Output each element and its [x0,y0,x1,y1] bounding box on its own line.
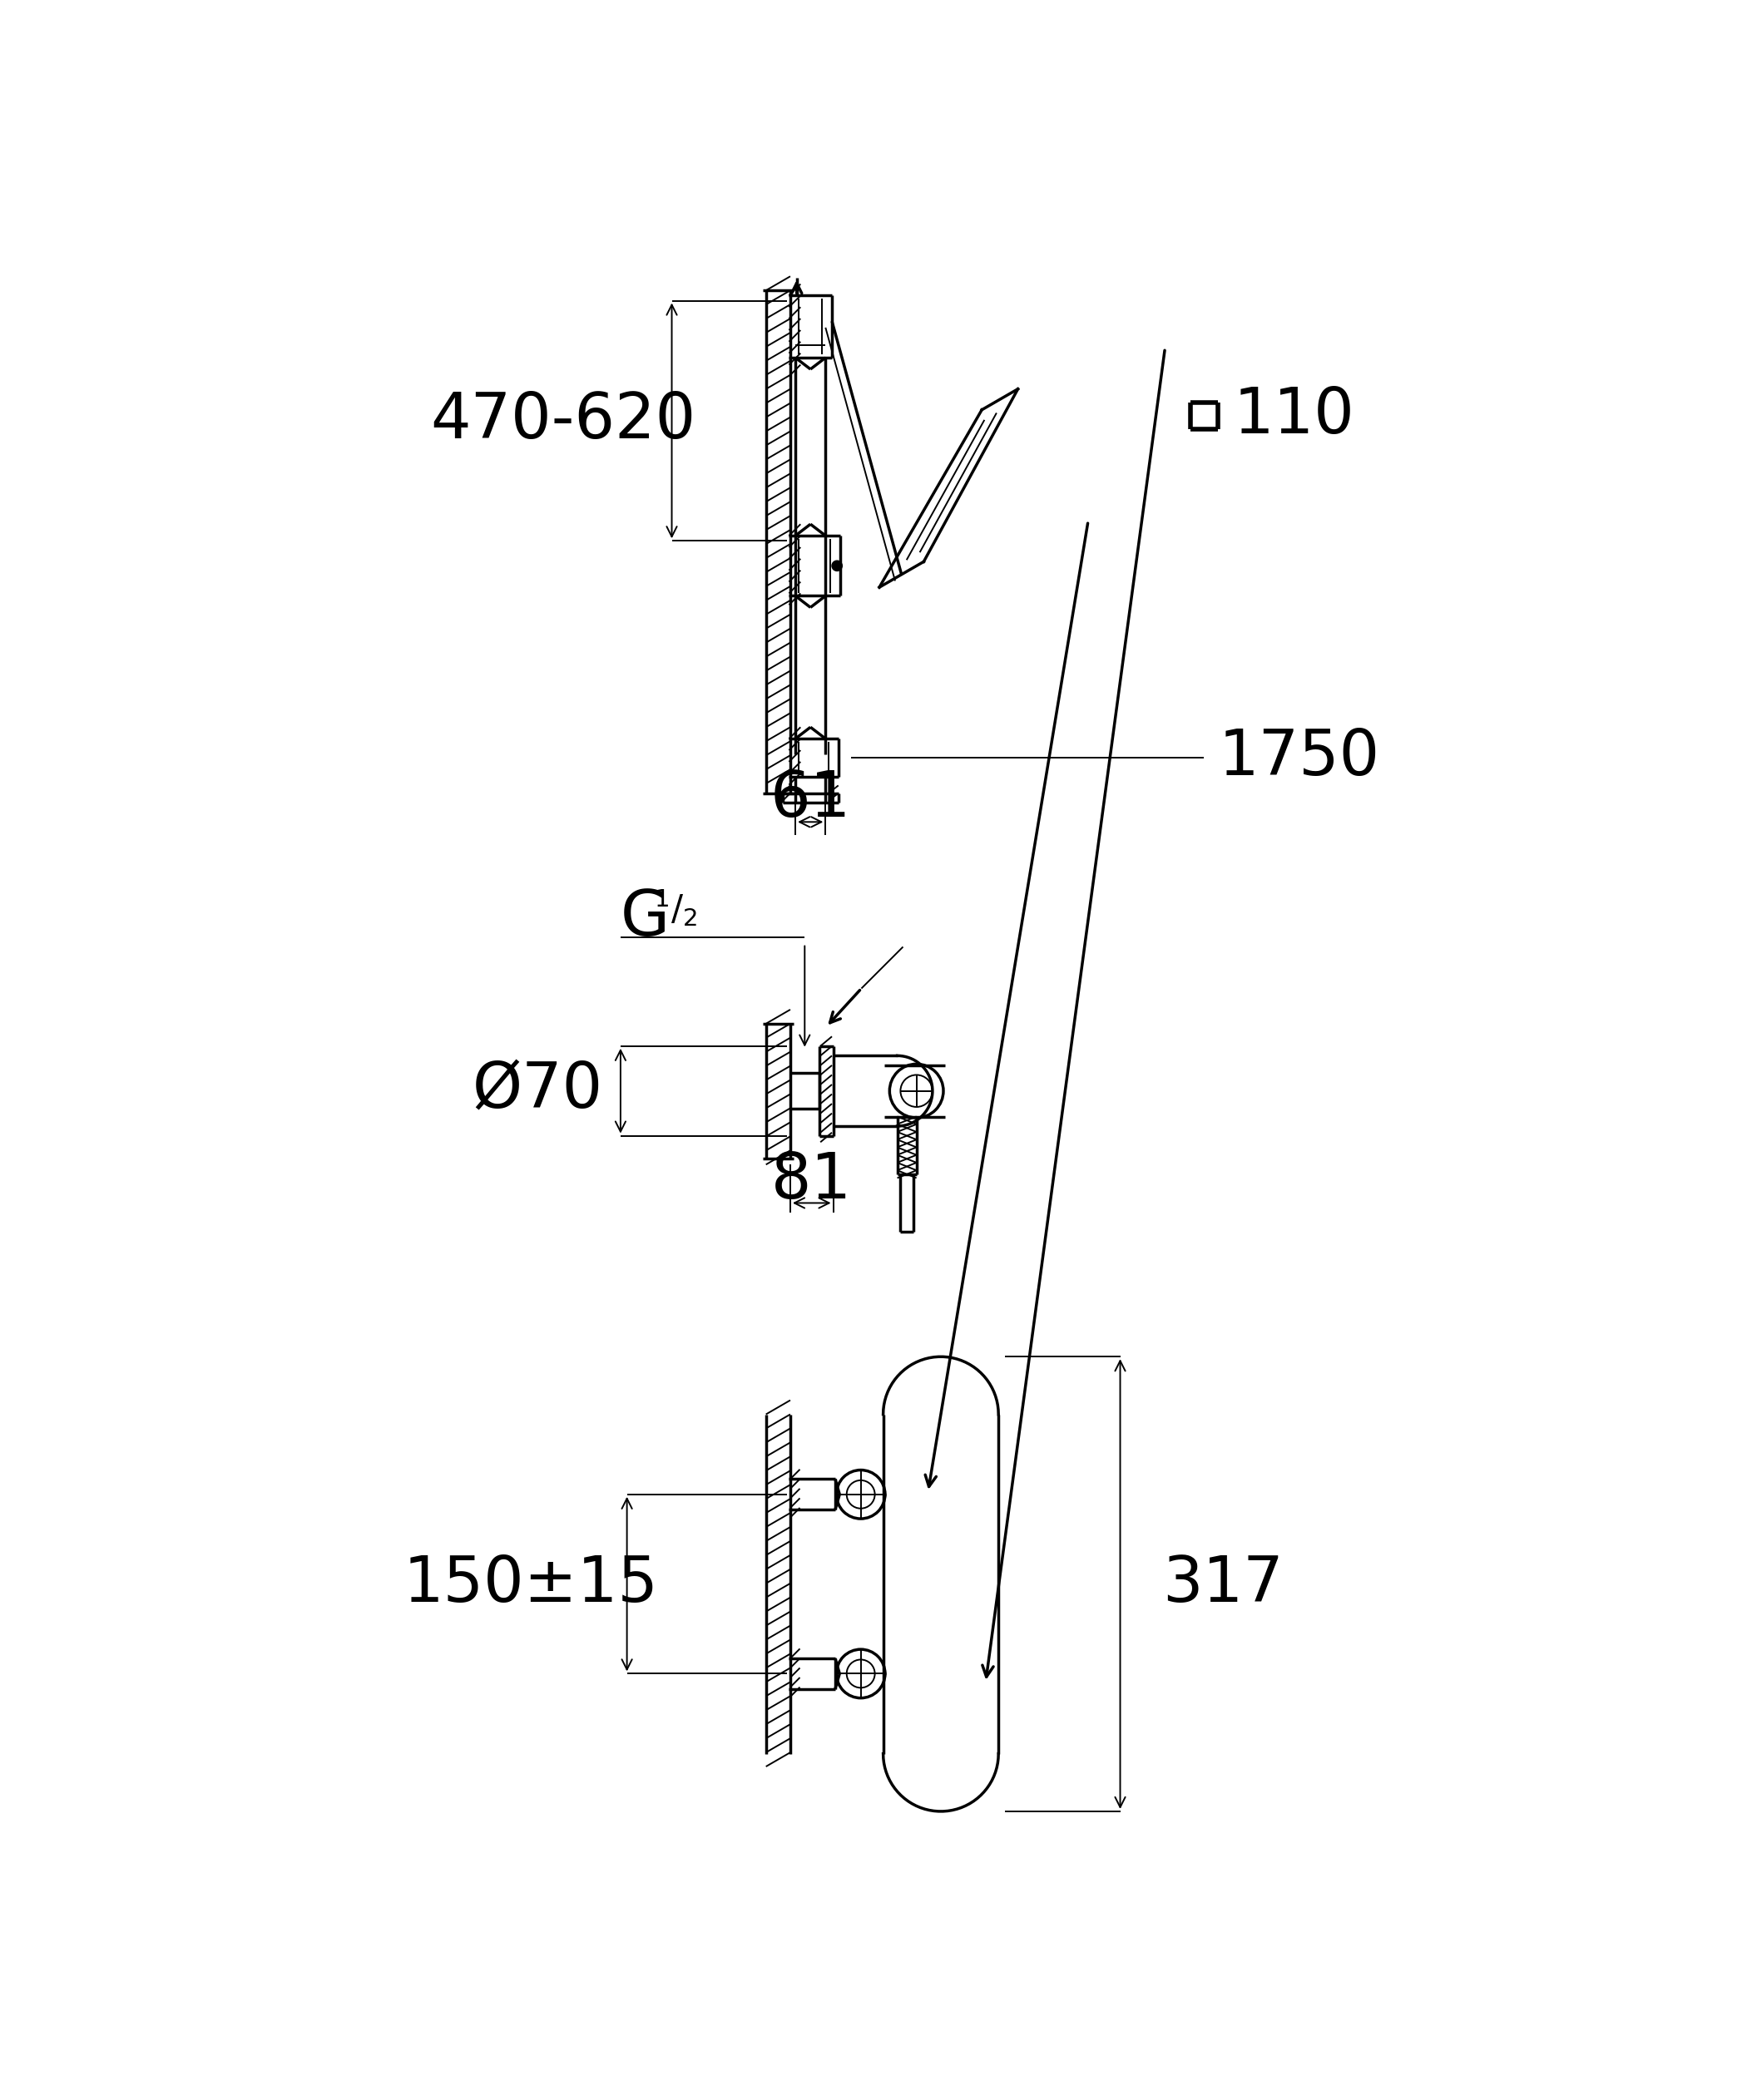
Text: $^{1}$/$_{2}$: $^{1}$/$_{2}$ [653,888,697,928]
Text: 150±15: 150±15 [403,1554,659,1615]
Text: G: G [620,886,669,949]
Text: 81: 81 [771,1151,851,1212]
Text: 470-620: 470-620 [429,391,696,452]
Circle shape [832,561,843,571]
Text: 61: 61 [771,769,851,830]
Text: Ø70: Ø70 [471,1060,603,1121]
Text: 317: 317 [1162,1554,1282,1615]
Text: 110: 110 [1233,384,1354,447]
Text: 1750: 1750 [1219,727,1381,790]
